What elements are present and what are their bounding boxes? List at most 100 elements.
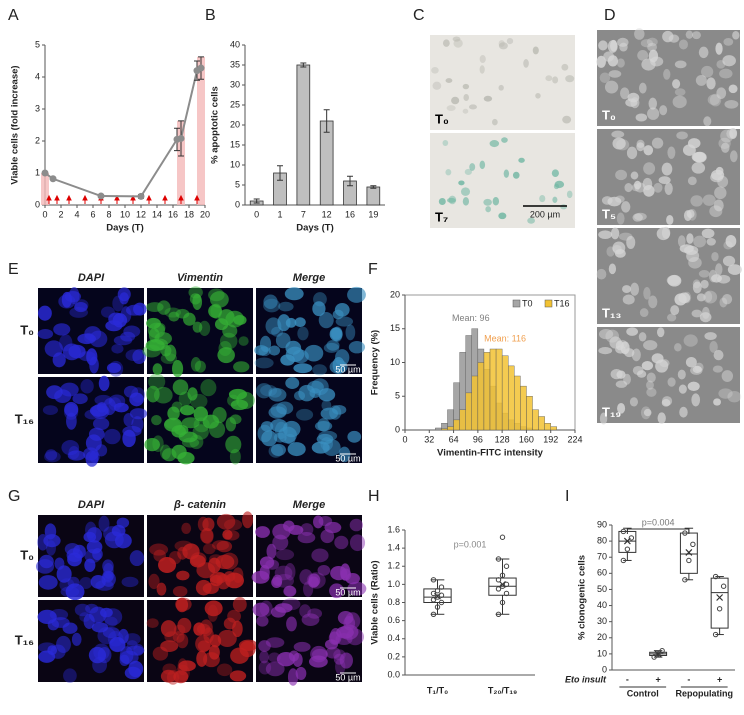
cell [208,420,226,438]
y-tick-label: 3 [35,103,40,113]
cell [630,282,640,296]
row-label: Eto insult [565,674,607,684]
cell [612,241,626,255]
cell [333,653,345,665]
cell [638,332,647,342]
cell [122,429,136,448]
cell [301,613,320,626]
y-tick-label: 2 [35,135,40,145]
cell [639,308,649,318]
cell [323,342,340,353]
cell [177,546,188,560]
column-header: DAPI [78,499,105,511]
cell [197,516,209,532]
cell [38,575,58,590]
x-tick-label: 16 [345,209,355,219]
cell [148,573,160,590]
cell [691,309,703,318]
y-tick-label: 40 [597,600,607,610]
cell [72,393,88,405]
highlight-band [197,56,205,206]
y-tick-label: 15 [230,139,240,149]
cell [100,607,113,618]
x-tick-label: 128 [495,434,510,444]
cell [88,646,107,664]
cell [725,234,737,248]
y-axis-label: % apoptotic cells [210,86,221,164]
cell [648,97,657,110]
cell [672,79,681,89]
cell [222,324,238,338]
cell [696,293,706,302]
cell [692,281,702,294]
cell [610,227,620,240]
cell [47,645,58,656]
cell [462,197,470,206]
cell [632,365,644,376]
cell [498,84,504,91]
cell [111,343,124,354]
cell [175,308,190,319]
cell [633,180,642,190]
cell [216,540,233,553]
cell [698,46,709,59]
cell [703,290,718,304]
cell [721,370,734,382]
cell [282,420,301,438]
panel-letter: B [205,7,216,24]
cell [329,327,343,342]
x-tick-label: 18 [184,209,194,219]
histogram-bar [447,426,454,431]
cell [178,660,196,672]
data-point [655,651,661,657]
panel-letter: A [8,7,19,24]
data-point [430,611,437,617]
y-tick-label: 10 [597,648,607,658]
y-tick-label: 1.0 [387,579,400,589]
histogram-bar [520,385,527,431]
cell [641,361,654,371]
cell [224,530,240,541]
cell [535,92,541,99]
cell [271,577,282,589]
cell [674,343,682,352]
data-point [438,584,445,590]
cell [345,324,356,341]
cell [460,187,471,196]
cell [176,570,190,581]
cell [485,206,491,213]
cell [104,616,118,628]
cell [329,359,348,374]
cell [729,127,738,139]
cell [109,636,126,653]
cell [431,67,439,74]
x-tick-label: T₂₀/T₁₉ [488,685,517,695]
cell [596,55,606,68]
cell [181,522,192,535]
cell [492,118,498,126]
cell [274,565,293,581]
cell [348,340,366,354]
cell [233,361,250,373]
cell [223,519,243,531]
cell [225,435,242,454]
cell [299,569,313,585]
cell [617,402,626,414]
x-tick-label: 0 [402,434,407,444]
x-tick-label: 32 [424,434,434,444]
cell [621,201,631,213]
cell [74,603,91,617]
cell [266,543,277,560]
data-point [438,599,445,606]
cell [236,391,255,410]
cell [718,137,731,149]
highlight-band [177,120,185,205]
x-tick-label: 12 [136,209,146,219]
cell [129,550,145,567]
cell [79,577,93,589]
cell [196,650,208,667]
cell [667,377,676,387]
cell [64,290,81,303]
cell [596,268,607,280]
y-tick-label: 5 [235,179,240,189]
